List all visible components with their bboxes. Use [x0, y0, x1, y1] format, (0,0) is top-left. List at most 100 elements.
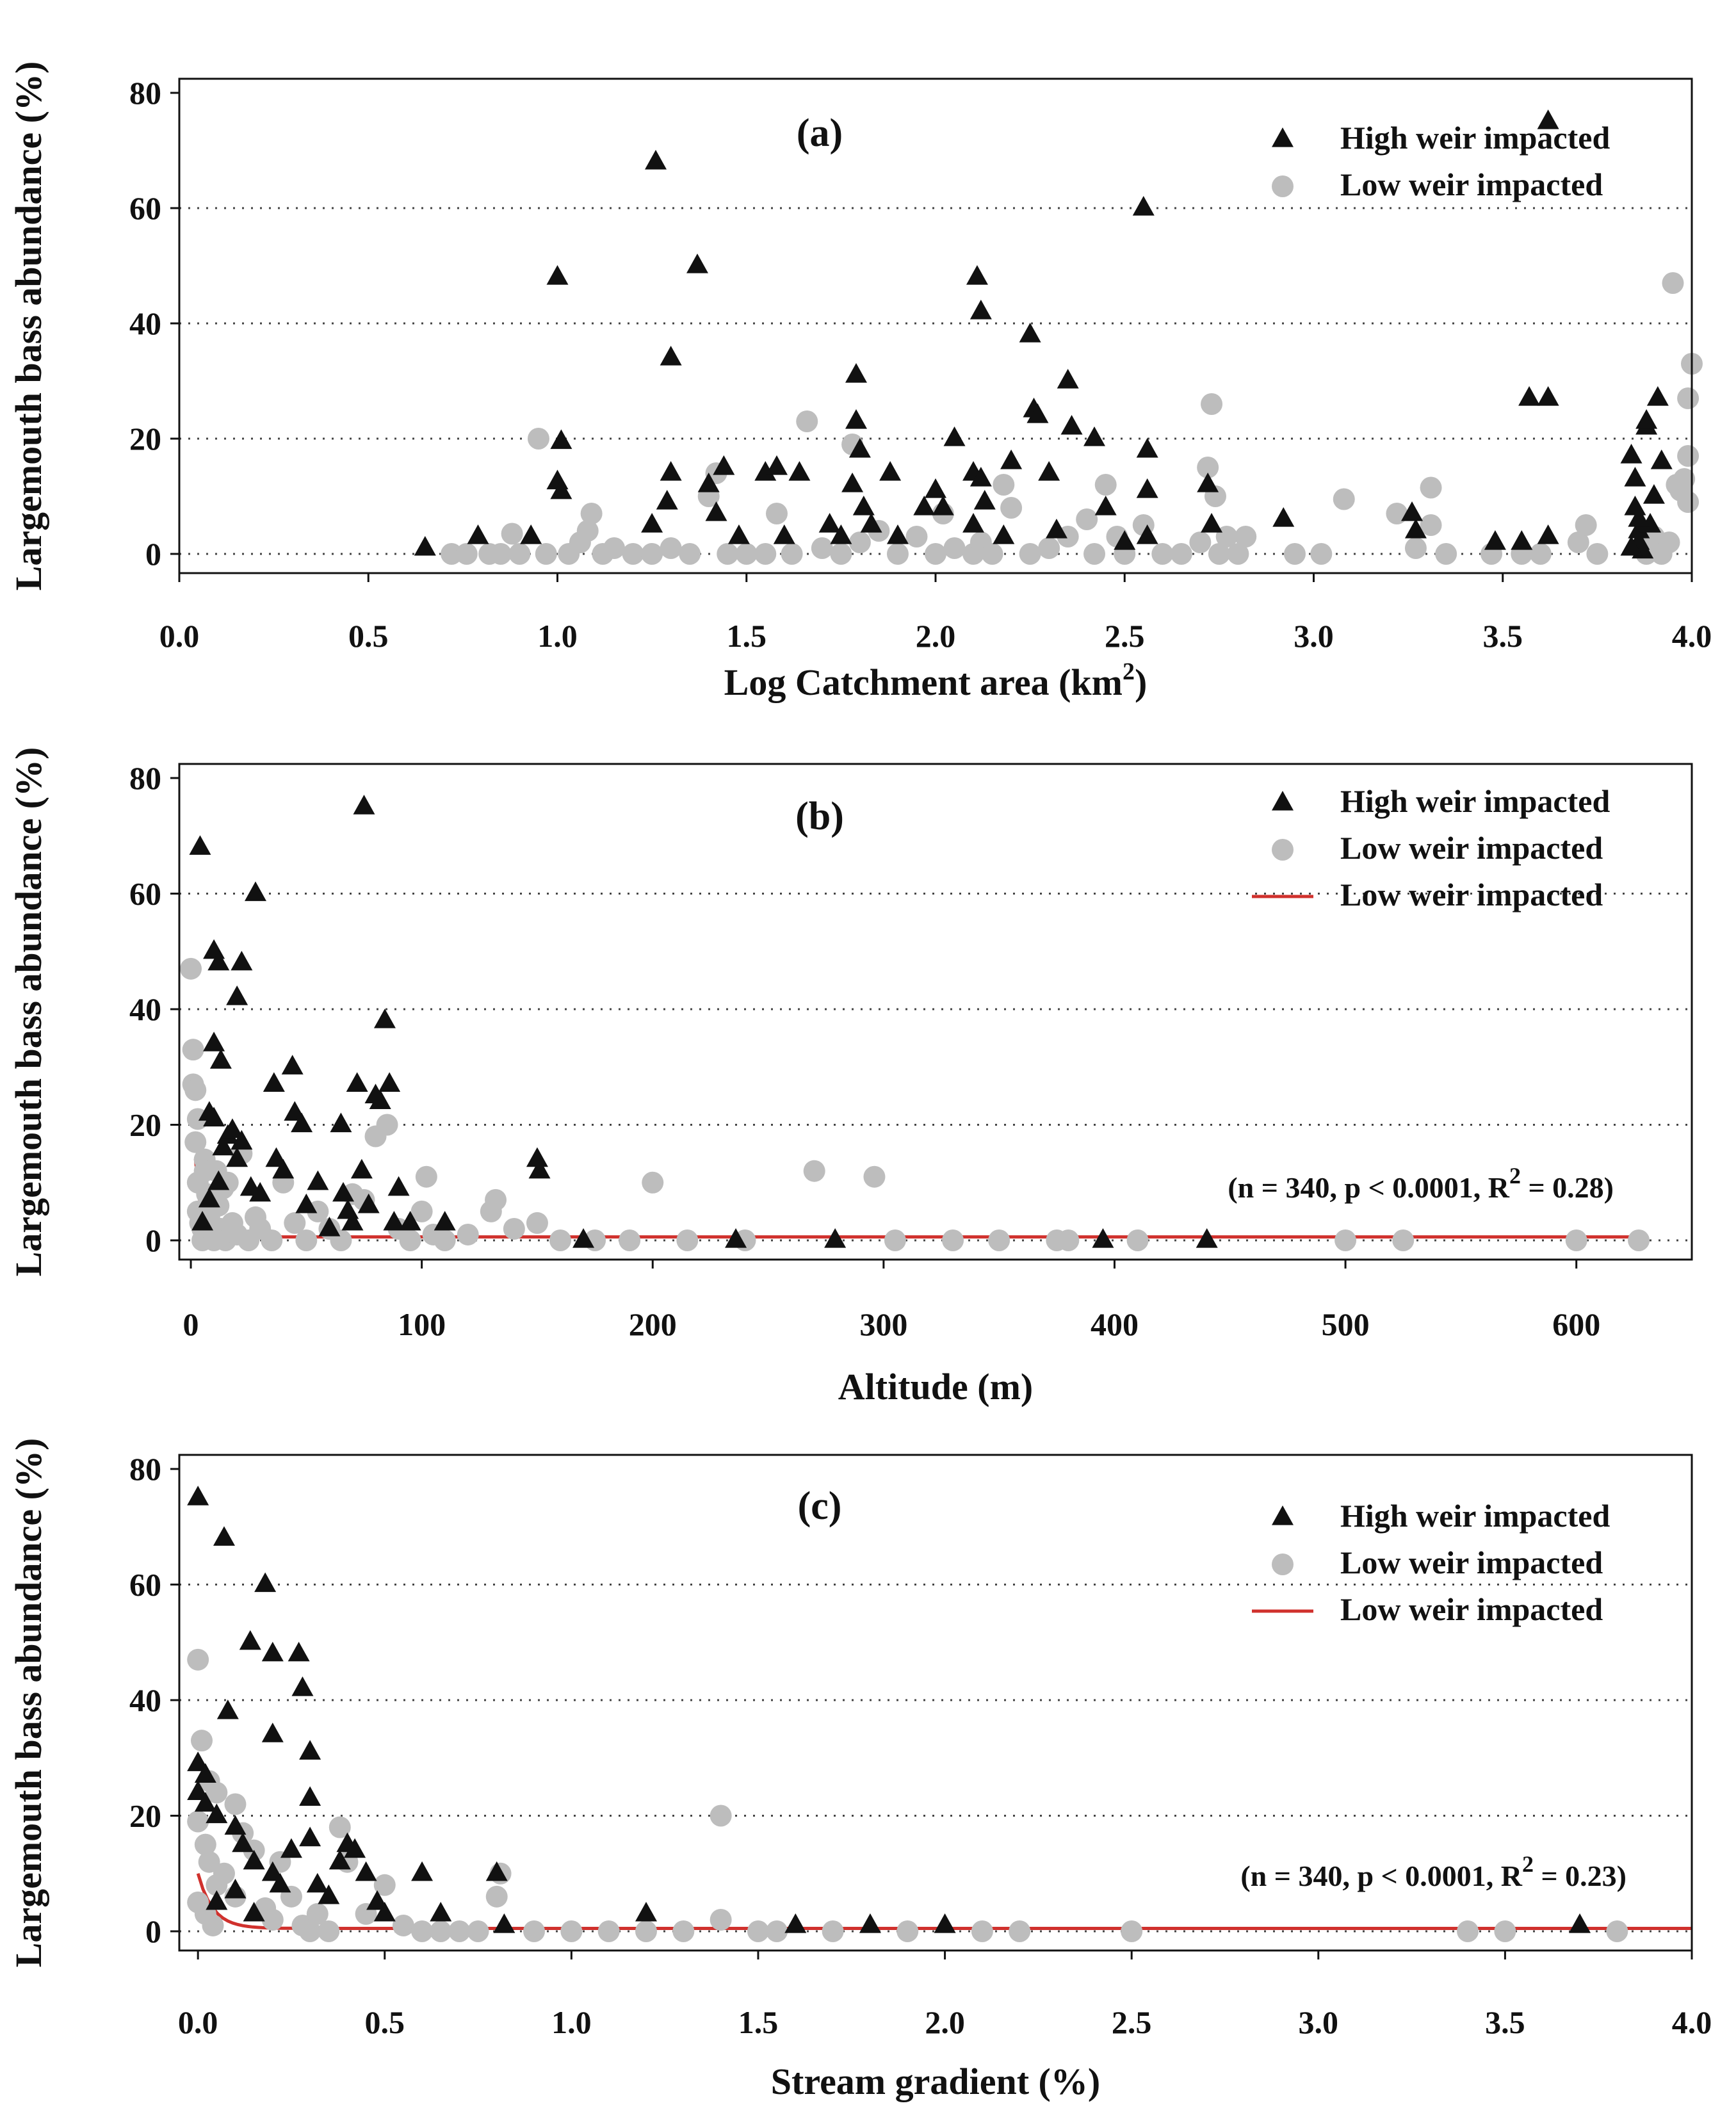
data-point-high [686, 254, 708, 273]
data-point-high [520, 524, 542, 544]
data-point-low [641, 543, 663, 565]
data-point-low [190, 1730, 213, 1752]
data-point-low [1126, 1229, 1149, 1251]
legend-label: High weir impacted [1340, 120, 1610, 156]
data-point-high [346, 1072, 368, 1092]
data-point-high [550, 479, 572, 499]
data-point-low [560, 1920, 583, 1942]
data-point-low [766, 1920, 788, 1942]
legend-marker-high [1272, 127, 1294, 147]
x-tick-label: 1.0 [537, 618, 578, 654]
data-point-high [934, 1913, 956, 1933]
data-point-low [1019, 543, 1041, 565]
data-point-high [187, 1486, 209, 1505]
legend-marker-low [1272, 839, 1294, 861]
data-point-high [213, 1526, 235, 1546]
data-point-high [243, 1901, 265, 1922]
data-point-low [206, 1781, 228, 1804]
panel-label: (c) [798, 1484, 842, 1528]
x-axis-title: Stream gradient (%) [771, 2061, 1100, 2102]
data-point-low [523, 1920, 546, 1942]
legend-marker-low [1272, 1553, 1294, 1575]
data-point-high [784, 1913, 807, 1933]
legend-label: Low weir impacted [1340, 830, 1603, 866]
data-point-low [1586, 543, 1609, 565]
data-point-high [206, 1890, 228, 1910]
data-point-low [1197, 457, 1219, 478]
data-point-low [1529, 543, 1552, 565]
data-point-low [580, 503, 603, 524]
legend-label: High weir impacted [1340, 1498, 1610, 1534]
data-point-low [489, 543, 512, 565]
data-point-high [546, 265, 569, 285]
data-point-high [1620, 536, 1643, 556]
legend-label: Low weir impacted [1340, 166, 1603, 202]
data-point-high [280, 1838, 302, 1858]
data-point-low [184, 1131, 207, 1153]
data-point-low [822, 1920, 844, 1942]
data-point-high [203, 1032, 225, 1051]
fit-annotation: (n = 340, p < 0.0001, R2 = 0.28) [1228, 1163, 1614, 1204]
data-point-high [373, 1009, 396, 1028]
legend-label: Low weir impacted [1340, 877, 1603, 912]
data-point-high [189, 835, 211, 855]
data-point-low [213, 1862, 235, 1885]
data-point-high [232, 1832, 254, 1853]
data-point-high [725, 1228, 747, 1248]
data-point-high [969, 300, 992, 320]
data-point-low [415, 1165, 437, 1188]
data-point-high [993, 524, 1015, 544]
y-tick-label: 60 [129, 190, 161, 226]
data-point-high [841, 473, 864, 492]
data-point-high [966, 265, 988, 285]
data-point-high [1092, 1228, 1114, 1248]
data-point-low [527, 428, 549, 450]
data-point-low [1669, 480, 1692, 501]
y-tick-label: 80 [129, 75, 161, 111]
data-point-high [318, 1884, 340, 1904]
data-point-low [848, 531, 871, 553]
data-point-high [1404, 519, 1427, 539]
x-tick-label: 3.0 [1299, 2004, 1339, 2040]
data-point-high [224, 1815, 247, 1835]
data-point-low [717, 543, 739, 565]
data-point-high [1650, 450, 1673, 469]
data-point-low [467, 1920, 489, 1942]
data-point-high [1026, 403, 1049, 423]
data-point-high [194, 1792, 216, 1812]
data-point-low [679, 543, 701, 565]
data-point-low [187, 1648, 209, 1671]
data-point-low [198, 1851, 220, 1873]
data-point-low [182, 1039, 204, 1061]
data-point-high [1083, 426, 1106, 446]
data-point-low [184, 1079, 207, 1101]
data-point-high [254, 1572, 277, 1593]
data-point-high [1537, 524, 1559, 544]
x-tick-label: 4.0 [1672, 618, 1712, 654]
data-point-high [355, 1861, 377, 1881]
x-tick-label: 4.0 [1672, 2004, 1712, 2040]
data-point-low [1606, 1920, 1628, 1942]
data-point-high [1624, 496, 1646, 515]
data-point-low [1628, 1229, 1650, 1251]
x-tick-label: 500 [1322, 1306, 1370, 1342]
data-point-low [993, 474, 1015, 496]
data-point-low [619, 1229, 641, 1251]
data-point-high [399, 1210, 421, 1231]
x-tick-label: 3.5 [1485, 2004, 1525, 2040]
data-point-low [672, 1920, 695, 1942]
x-axis-title: Log Catchment area (km2) [724, 658, 1148, 703]
y-tick-label: 40 [129, 991, 161, 1027]
legend-label: High weir impacted [1340, 783, 1610, 819]
data-point-high [845, 409, 867, 429]
data-point-low [943, 537, 966, 559]
data-point-high [932, 496, 954, 515]
data-point-low [373, 1874, 396, 1896]
data-point-low [1662, 272, 1684, 294]
data-point-high [414, 536, 436, 556]
data-point-low [1121, 1920, 1143, 1942]
data-point-low [410, 1200, 433, 1222]
data-point-high [1057, 369, 1079, 389]
data-point-low [1677, 445, 1699, 467]
data-point-low [1494, 1920, 1516, 1942]
